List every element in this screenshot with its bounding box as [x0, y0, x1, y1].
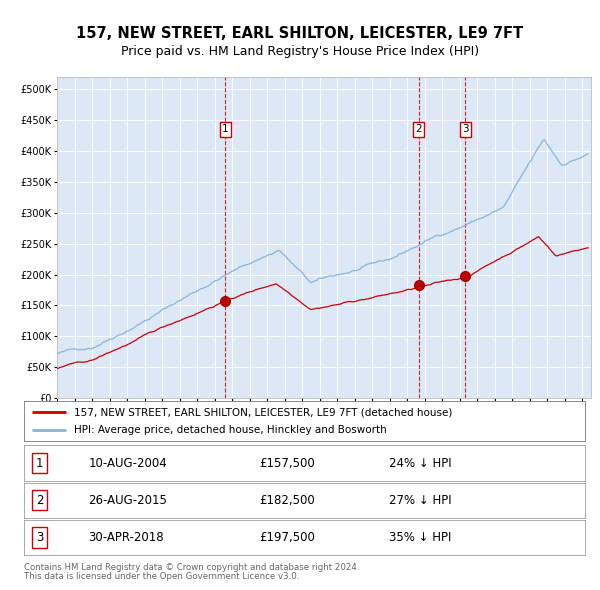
Text: 3: 3 — [36, 531, 43, 544]
Text: This data is licensed under the Open Government Licence v3.0.: This data is licensed under the Open Gov… — [24, 572, 299, 581]
Text: 157, NEW STREET, EARL SHILTON, LEICESTER, LE9 7FT (detached house): 157, NEW STREET, EARL SHILTON, LEICESTER… — [74, 407, 453, 417]
Text: 2: 2 — [36, 494, 43, 507]
Text: 1: 1 — [222, 124, 229, 135]
Text: 27% ↓ HPI: 27% ↓ HPI — [389, 494, 451, 507]
Text: 1: 1 — [36, 457, 43, 470]
Text: 24% ↓ HPI: 24% ↓ HPI — [389, 457, 451, 470]
Text: HPI: Average price, detached house, Hinckley and Bosworth: HPI: Average price, detached house, Hinc… — [74, 425, 387, 435]
Text: 157, NEW STREET, EARL SHILTON, LEICESTER, LE9 7FT: 157, NEW STREET, EARL SHILTON, LEICESTER… — [76, 25, 524, 41]
Text: 10-AUG-2004: 10-AUG-2004 — [89, 457, 167, 470]
Text: 26-AUG-2015: 26-AUG-2015 — [89, 494, 167, 507]
Text: 3: 3 — [462, 124, 469, 135]
Text: Contains HM Land Registry data © Crown copyright and database right 2024.: Contains HM Land Registry data © Crown c… — [24, 563, 359, 572]
Text: 30-APR-2018: 30-APR-2018 — [89, 531, 164, 544]
Text: £182,500: £182,500 — [260, 494, 316, 507]
Text: 2: 2 — [415, 124, 422, 135]
Text: Price paid vs. HM Land Registry's House Price Index (HPI): Price paid vs. HM Land Registry's House … — [121, 45, 479, 58]
Text: £157,500: £157,500 — [260, 457, 316, 470]
Text: £197,500: £197,500 — [260, 531, 316, 544]
Text: 35% ↓ HPI: 35% ↓ HPI — [389, 531, 451, 544]
